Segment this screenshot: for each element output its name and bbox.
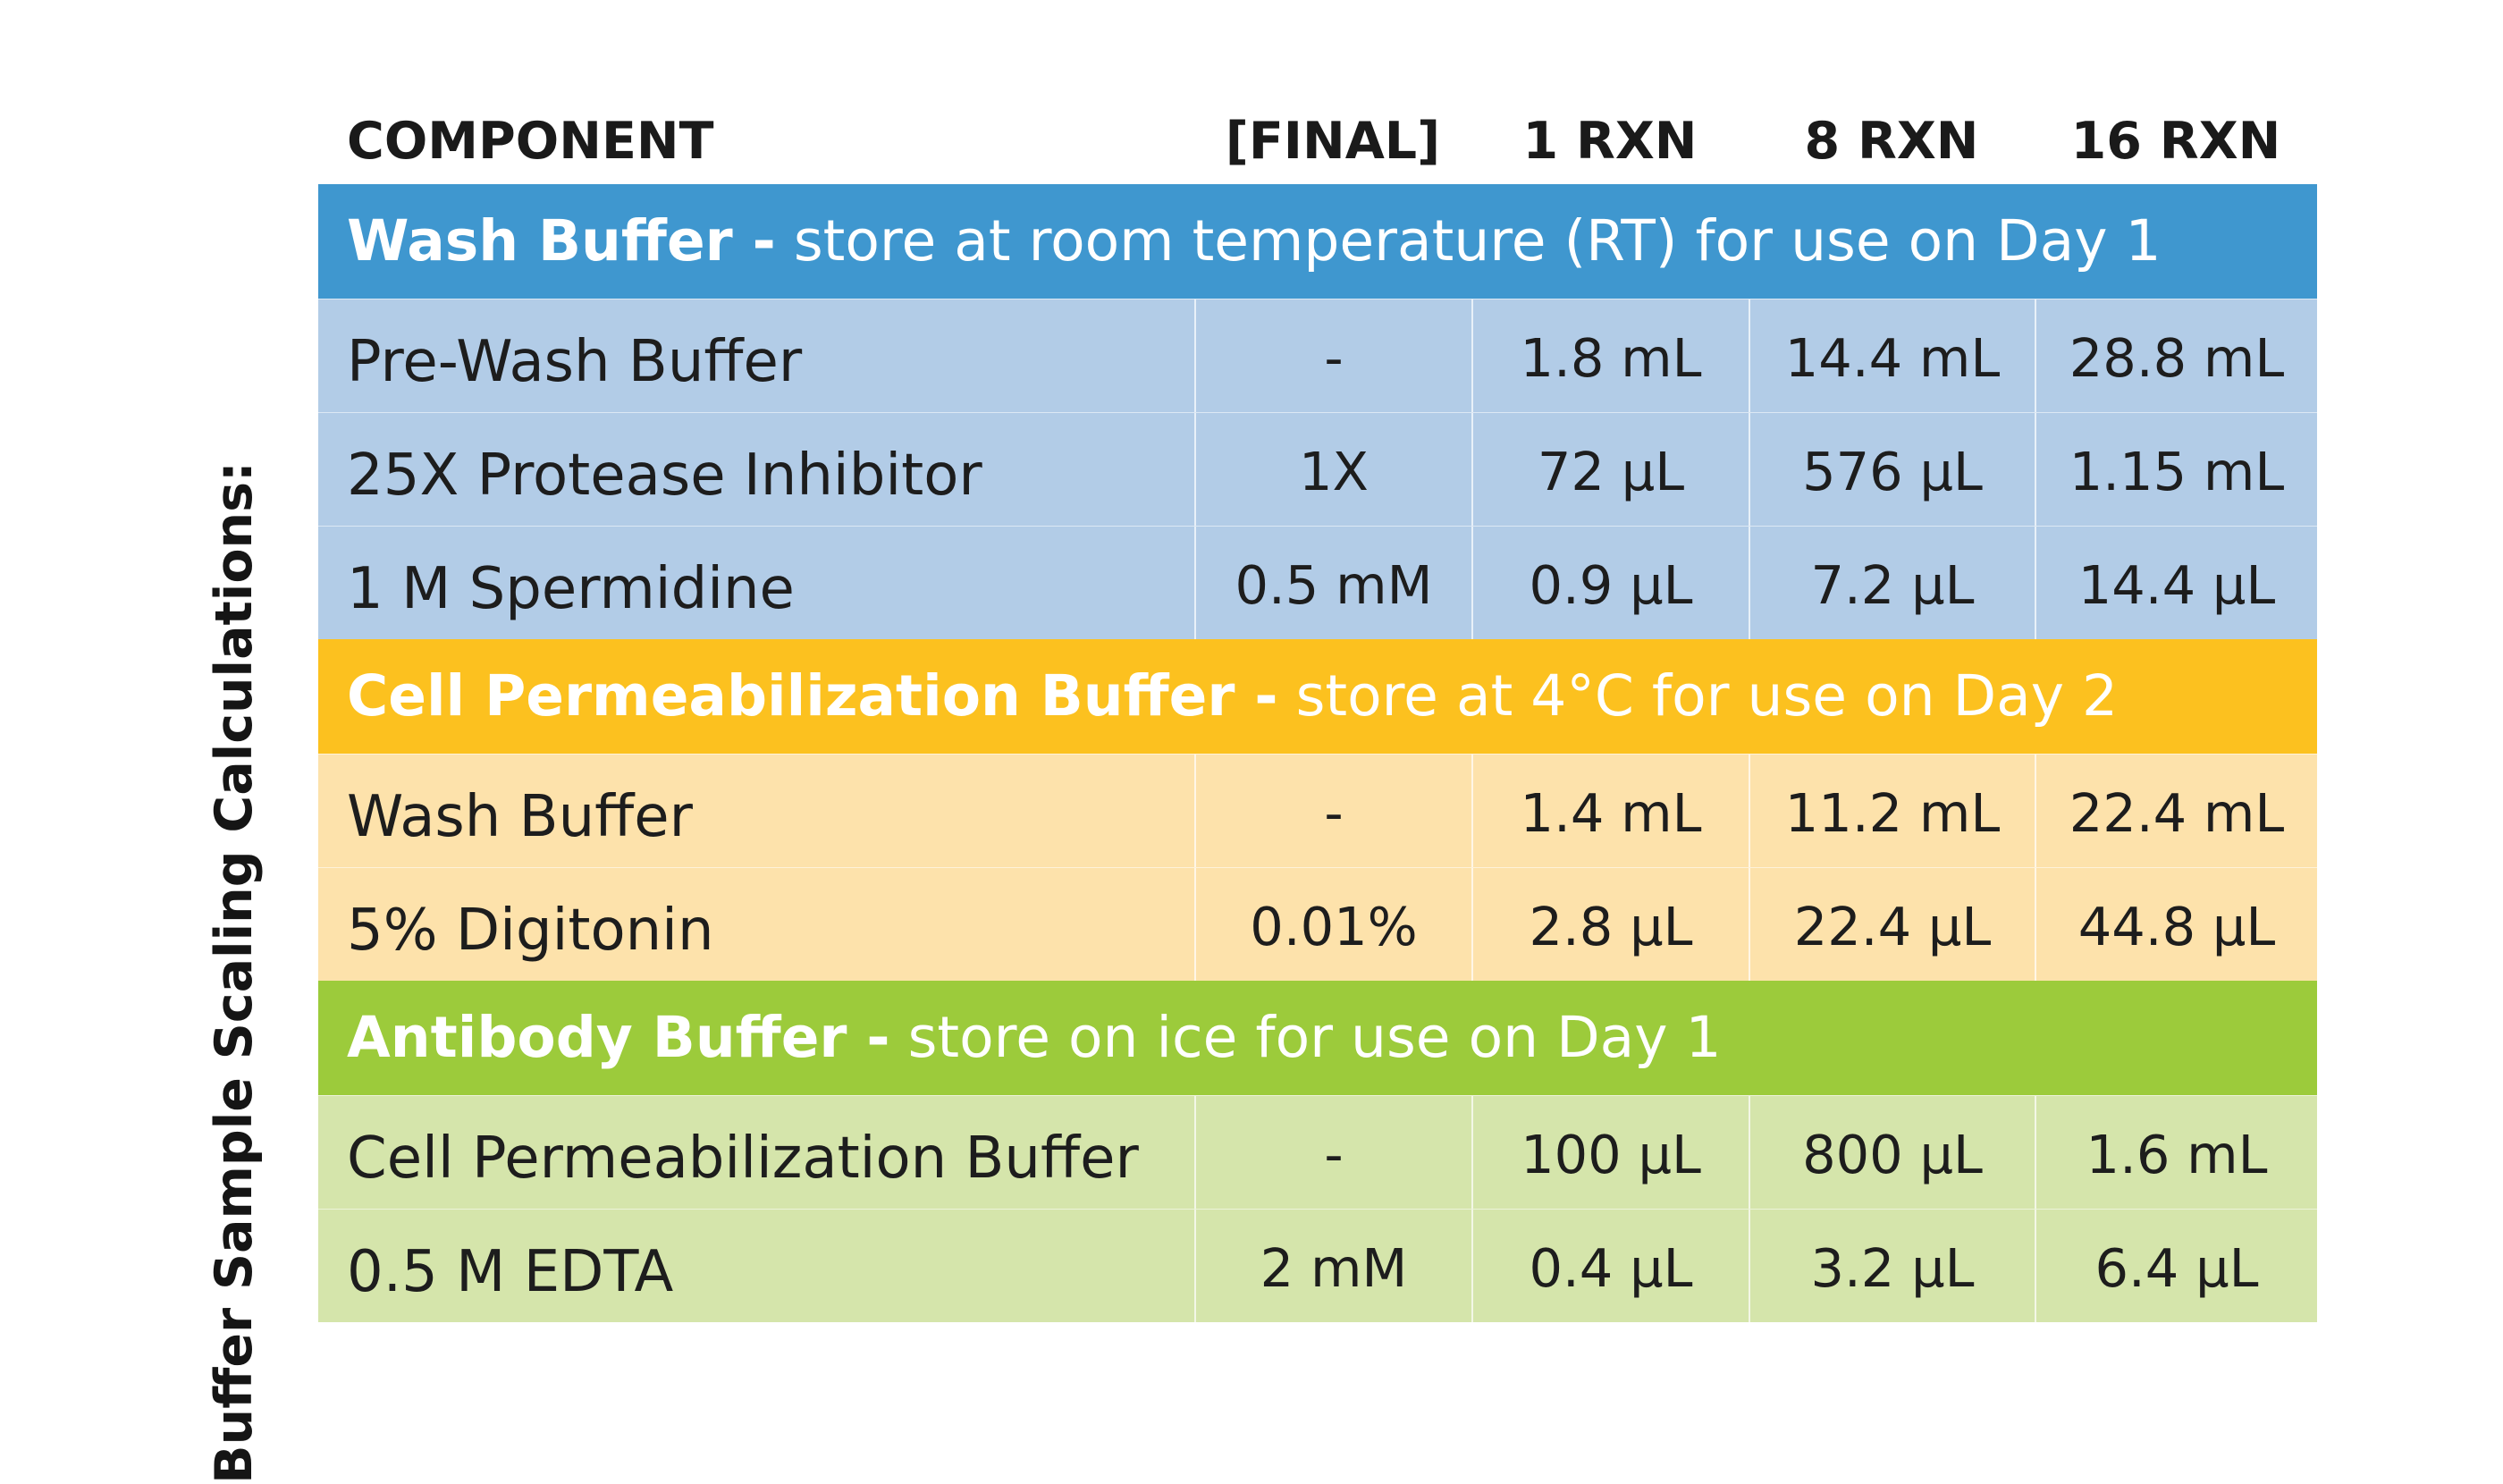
rxn8-cell: 3.2 µL (1749, 1210, 2035, 1323)
section-name: Antibody Buffer - (347, 1005, 890, 1070)
column-header-1-rxn: 1 RXN (1522, 112, 1698, 171)
rxn8-cell: 800 µL (1749, 1096, 2035, 1210)
section-note: store at 4°C for use on Day 2 (1295, 663, 2119, 729)
section-header: Antibody Buffer - store on ice for use o… (318, 981, 2317, 1095)
section-name: Wash Buffer - (347, 208, 776, 274)
final-cell: - (1194, 299, 1471, 413)
section-header: Cell Permeabilization Buffer - store at … (318, 639, 2317, 754)
rxn16-cell: 44.8 µL (2035, 868, 2317, 982)
column-header-8-rxn: 8 RXN (1804, 112, 1979, 171)
final-cell: - (1194, 1096, 1471, 1210)
table-row: Wash Buffer - 1.4 mL 11.2 mL 22.4 mL (318, 754, 2317, 868)
rxn16-cell: 1.15 mL (2035, 413, 2317, 527)
table-row: 0.5 M EDTA 2 mM 0.4 µL 3.2 µL 6.4 µL (318, 1209, 2317, 1323)
section-note: store at room temperature (RT) for use o… (793, 208, 2162, 274)
rxn1-cell: 2.8 µL (1471, 868, 1749, 982)
rxn8-cell: 7.2 µL (1749, 527, 2035, 640)
rxn8-cell: 14.4 mL (1749, 299, 2035, 413)
component-cell: 1 M Spermidine (347, 556, 795, 622)
table-row: 25X Protease Inhibitor 1X 72 µL 576 µL 1… (318, 412, 2317, 527)
final-cell: 2 mM (1194, 1210, 1471, 1323)
section-cell-permeabilization-buffer: Cell Permeabilization Buffer - store at … (318, 639, 2317, 982)
rxn1-cell: 72 µL (1471, 413, 1749, 527)
final-cell: - (1194, 755, 1471, 868)
rxn8-cell: 576 µL (1749, 413, 2035, 527)
column-header-component: COMPONENT (347, 112, 714, 171)
final-cell: 0.01% (1194, 868, 1471, 982)
table-row: 1 M Spermidine 0.5 mM 0.9 µL 7.2 µL 14.4… (318, 526, 2317, 640)
rxn16-cell: 28.8 mL (2035, 299, 2317, 413)
final-cell: 0.5 mM (1194, 527, 1471, 640)
rxn16-cell: 14.4 µL (2035, 527, 2317, 640)
component-cell: 0.5 M EDTA (347, 1239, 674, 1305)
column-header-16-rxn: 16 RXN (2070, 112, 2281, 171)
final-cell: 1X (1194, 413, 1471, 527)
section-antibody-buffer: Antibody Buffer - store on ice for use o… (318, 981, 2317, 1323)
rxn1-cell: 1.4 mL (1471, 755, 1749, 868)
rxn16-cell: 6.4 µL (2035, 1210, 2317, 1323)
component-cell: 25X Protease Inhibitor (347, 443, 982, 509)
component-cell: Pre-Wash Buffer (347, 329, 803, 395)
section-header: Wash Buffer - store at room temperature … (318, 184, 2317, 299)
rxn16-cell: 22.4 mL (2035, 755, 2317, 868)
component-cell: Cell Permeabilization Buffer (347, 1126, 1139, 1192)
table-row: Cell Permeabilization Buffer - 100 µL 80… (318, 1095, 2317, 1210)
table-row: Pre-Wash Buffer - 1.8 mL 14.4 mL 28.8 mL (318, 299, 2317, 413)
rxn8-cell: 22.4 µL (1749, 868, 2035, 982)
side-title: Buffer Sample Scaling Calculations: (205, 461, 264, 1484)
section-name: Cell Permeabilization Buffer - (347, 663, 1278, 729)
section-wash-buffer: Wash Buffer - store at room temperature … (318, 184, 2317, 640)
rxn1-cell: 100 µL (1471, 1096, 1749, 1210)
column-header-final: [FINAL] (1225, 112, 1441, 171)
component-cell: 5% Digitonin (347, 898, 714, 964)
buffer-table: Wash Buffer - store at room temperature … (318, 184, 2317, 1323)
rxn1-cell: 0.4 µL (1471, 1210, 1749, 1323)
rxn8-cell: 11.2 mL (1749, 755, 2035, 868)
rxn1-cell: 0.9 µL (1471, 527, 1749, 640)
section-note: store on ice for use on Day 1 (907, 1005, 1722, 1070)
table-row: 5% Digitonin 0.01% 2.8 µL 22.4 µL 44.8 µ… (318, 867, 2317, 982)
rxn1-cell: 1.8 mL (1471, 299, 1749, 413)
column-header-row: COMPONENT [FINAL] 1 RXN 8 RXN 16 RXN (318, 100, 2317, 182)
component-cell: Wash Buffer (347, 784, 693, 850)
rxn16-cell: 1.6 mL (2035, 1096, 2317, 1210)
